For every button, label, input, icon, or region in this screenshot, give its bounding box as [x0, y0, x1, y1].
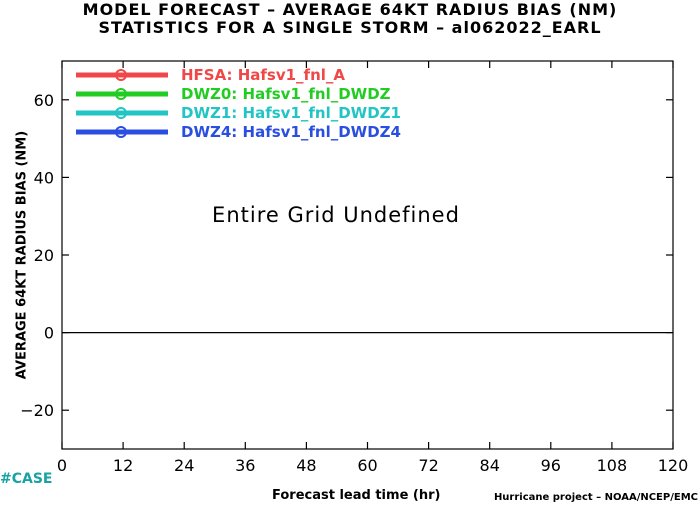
x-tick-label: 72	[418, 456, 438, 475]
legend-marker	[115, 88, 127, 100]
legend-label: DWZ4: Hafsv1_fnl_DWDZ4	[181, 123, 401, 141]
legend-label: HFSA: Hafsv1_fnl_A	[181, 66, 345, 84]
legend-entry: DWZ1: Hafsv1_fnl_DWDZ1	[76, 104, 401, 122]
legend-entry: DWZ0: Hafsv1_fnl_DWDZ	[76, 85, 391, 103]
x-tick-label: 36	[235, 456, 255, 475]
legend-marker	[115, 107, 127, 119]
y-axis-label: AVERAGE 64KT RADIUS BIAS (NM)	[14, 130, 30, 380]
y-tick-label: −20	[20, 401, 54, 420]
x-tick-label: 60	[357, 456, 377, 475]
x-tick-label: 96	[541, 456, 561, 475]
annotation-text: Entire Grid Undefined	[212, 203, 460, 227]
y-tick-label: 60	[34, 91, 54, 110]
x-tick-label: 0	[57, 456, 67, 475]
case-label: #CASE	[0, 471, 53, 487]
y-tick-label: 20	[34, 246, 54, 265]
legend-entry: HFSA: Hafsv1_fnl_A	[76, 66, 345, 84]
x-tick-label: 120	[658, 456, 689, 475]
x-axis-label: Forecast lead time (hr)	[272, 488, 441, 503]
x-tick-label: 48	[296, 456, 316, 475]
x-axis-ticks: 0 12 24 36 48 60 72 84 96 108 120	[57, 61, 688, 475]
x-tick-label: 24	[174, 456, 194, 475]
y-axis-ticks: −20 0 20 40 60	[20, 91, 673, 420]
y-tick-label: 40	[34, 168, 54, 187]
x-tick-label: 84	[480, 456, 500, 475]
legend-marker	[115, 69, 127, 81]
legend-entry: DWZ4: Hafsv1_fnl_DWDZ4	[76, 123, 401, 141]
legend-label: DWZ1: Hafsv1_fnl_DWDZ1	[181, 104, 401, 122]
x-tick-label: 12	[113, 456, 133, 475]
chart-subtitle: STATISTICS FOR A SINGLE STORM – al062022…	[98, 18, 602, 37]
y-tick-label: 0	[44, 324, 54, 343]
credit-text: Hurricane project – NOAA/NCEP/EMC	[493, 492, 698, 503]
legend-label: DWZ0: Hafsv1_fnl_DWDZ	[181, 85, 391, 103]
chart-title: MODEL FORECAST – AVERAGE 64KT RADIUS BIA…	[82, 0, 618, 19]
x-tick-label: 108	[597, 456, 628, 475]
legend-marker	[115, 126, 127, 138]
